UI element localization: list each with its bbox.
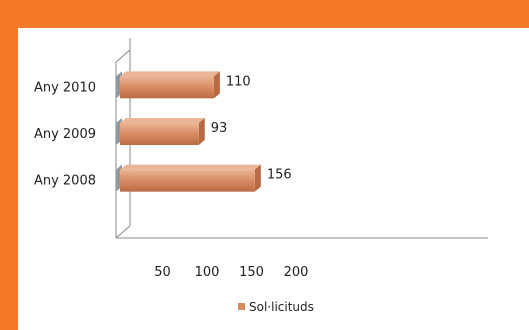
bar-front-face	[120, 169, 255, 192]
bar-top-face	[120, 164, 261, 170]
legend-swatch	[238, 303, 245, 310]
bar-end-face	[254, 164, 261, 192]
category-label: Any 2010	[34, 80, 96, 95]
bar-end-face	[198, 118, 205, 145]
bar-front-face	[120, 123, 199, 145]
x-tick-label: 150	[239, 265, 264, 280]
chart-panel: Any 2008 Any 2009 Any 2010 50 100 150 200 156…	[18, 28, 529, 330]
data-label: 156	[267, 168, 292, 183]
data-label: 110	[226, 74, 251, 89]
category-label: Any 2009	[34, 127, 96, 142]
x-tick-labels: 50 100 150 200	[154, 265, 308, 280]
x-tick-label: 100	[195, 265, 220, 280]
data-labels: 156 93 110	[211, 74, 292, 182]
data-label: 93	[211, 121, 228, 136]
bar-top-face	[120, 71, 220, 77]
category-label: Any 2008	[34, 174, 96, 189]
legend-label: Sol·licituds	[249, 300, 314, 314]
floor-slant-line	[115, 225, 131, 239]
wall-top-line	[115, 49, 131, 63]
category-labels: Any 2008 Any 2009 Any 2010	[34, 80, 96, 188]
bar-2	[116, 71, 220, 99]
bar-front-face	[120, 76, 214, 99]
chart-bars	[116, 71, 261, 192]
x-tick-label: 200	[284, 265, 309, 280]
bar-top-face	[120, 118, 205, 123]
bar-0	[116, 164, 261, 192]
bar-1	[116, 118, 205, 145]
x-tick-label: 50	[154, 265, 171, 280]
legend: Sol·licituds	[238, 300, 314, 314]
bar-end-face	[213, 71, 220, 99]
bar-chart: Any 2008 Any 2009 Any 2010 50 100 150 200 156…	[34, 38, 488, 314]
